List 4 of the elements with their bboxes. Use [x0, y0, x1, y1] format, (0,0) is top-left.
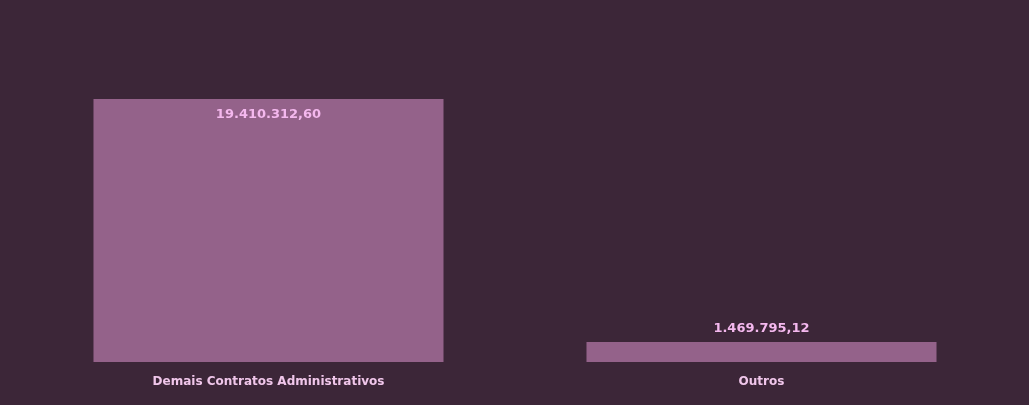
data-label: 1.469.795,12: [713, 320, 810, 336]
data-label: 19.410.312,60: [215, 105, 322, 121]
x-tick-label: Outros: [738, 374, 785, 388]
x-tick-label: Demais Contratos Administrativos: [152, 374, 385, 388]
